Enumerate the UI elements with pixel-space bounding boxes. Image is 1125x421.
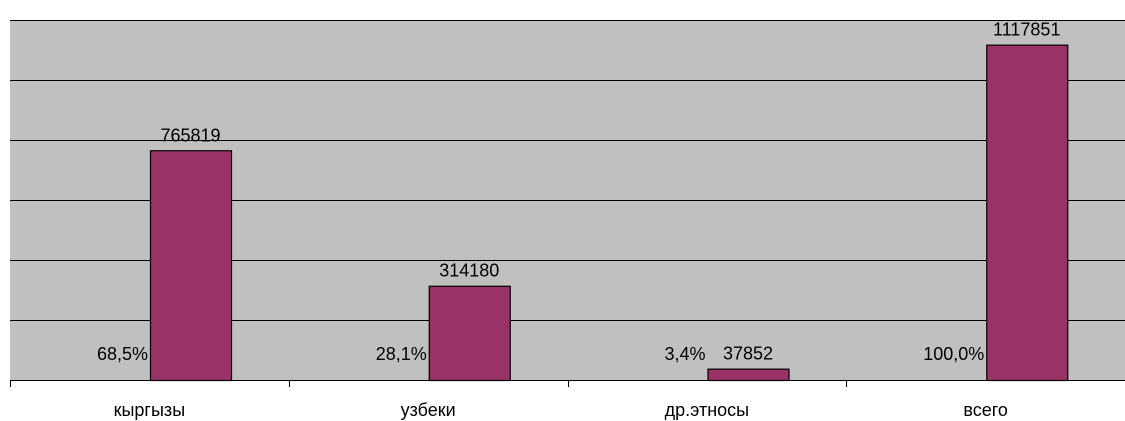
percent-labels: 68,5% 28,1% 3,4% 100,0% bbox=[97, 344, 984, 364]
bar bbox=[707, 368, 790, 382]
category-label: др.этносы bbox=[665, 400, 749, 420]
bar-value-label: 314180 bbox=[439, 261, 499, 281]
percent-label: 28,1% bbox=[376, 344, 427, 364]
percent-label: 100,0% bbox=[923, 344, 984, 364]
bar bbox=[428, 285, 511, 382]
bar-value-label: 37852 bbox=[723, 344, 773, 364]
x-axis bbox=[10, 380, 1125, 387]
bar bbox=[986, 44, 1069, 382]
category-label: всего bbox=[963, 400, 1008, 420]
bars bbox=[149, 44, 1069, 382]
category-label: узбеки bbox=[401, 400, 456, 420]
category-labels: кыргызы узбеки др.этносы всего bbox=[114, 400, 1008, 420]
value-labels: 765819 314180 37852 1117851 bbox=[160, 20, 1060, 364]
bar-value-label: 1117851 bbox=[993, 20, 1060, 40]
bar bbox=[149, 150, 233, 382]
percent-label: 68,5% bbox=[97, 344, 148, 364]
category-label: кыргызы bbox=[114, 400, 186, 420]
bar-value-label: 765819 bbox=[160, 125, 220, 145]
percent-label: 3,4% bbox=[664, 344, 705, 364]
